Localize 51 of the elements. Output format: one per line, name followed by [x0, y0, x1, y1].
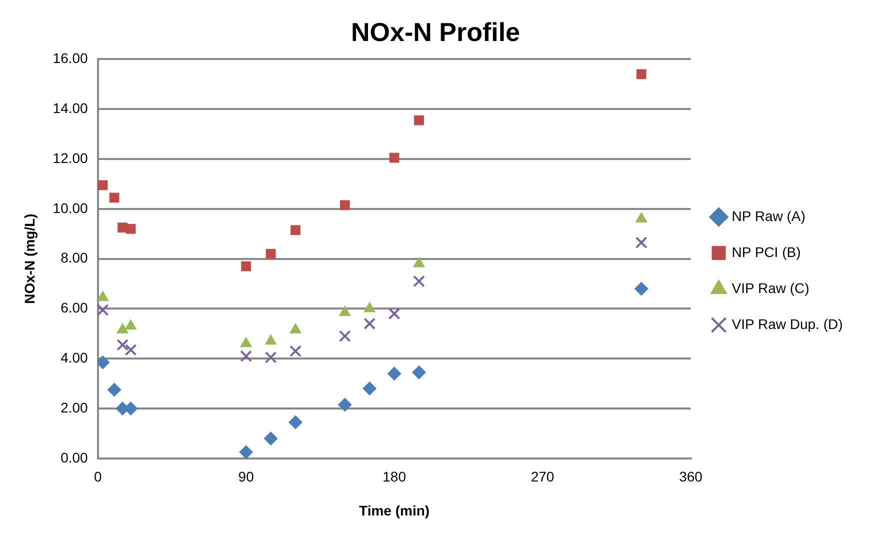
point — [362, 382, 377, 396]
y-tick-label: 2.00 — [60, 399, 88, 416]
x-axis-title: Time (min) — [359, 502, 430, 518]
point — [387, 366, 402, 381]
point — [636, 69, 646, 80]
point — [126, 224, 136, 234]
point — [98, 180, 108, 190]
point — [388, 308, 400, 320]
point — [290, 225, 300, 236]
legend-label: VIP Raw Dup. (D) — [732, 316, 843, 332]
point — [389, 152, 400, 163]
point — [264, 351, 277, 364]
x-tick-label: 180 — [382, 468, 406, 485]
point — [109, 192, 120, 203]
legend-label: NP PCI (B) — [732, 244, 801, 260]
point — [414, 115, 424, 126]
y-axis-title: NOx-N (mg/L) — [21, 214, 38, 304]
y-tick-label: 14.00 — [52, 100, 88, 116]
x-tick-label: 270 — [530, 468, 554, 485]
y-tick-label: 12.00 — [52, 150, 88, 166]
point — [338, 398, 352, 412]
y-tick-label: 0.00 — [60, 449, 88, 466]
point — [340, 200, 350, 210]
legend-label: VIP Raw (C) — [732, 280, 810, 296]
x-tick-label: 0 — [94, 468, 102, 485]
point — [116, 338, 128, 351]
point — [264, 431, 278, 446]
x-tick-label: 90 — [238, 468, 254, 485]
point — [266, 248, 276, 259]
point — [240, 350, 252, 362]
point — [634, 282, 648, 296]
point — [241, 261, 252, 272]
point — [124, 344, 137, 356]
point — [288, 415, 302, 430]
y-tick-label: 16.00 — [52, 50, 88, 66]
point — [98, 304, 109, 316]
chart-title: NOx-N Profile — [350, 16, 520, 47]
x-tick-label: 360 — [679, 468, 703, 485]
y-tick-label: 10.00 — [52, 200, 88, 216]
point — [107, 382, 122, 397]
point — [413, 275, 425, 288]
point — [290, 345, 302, 358]
point — [338, 330, 351, 342]
legend-label: NP Raw (A) — [732, 208, 806, 224]
y-tick-label: 6.00 — [60, 300, 88, 316]
y-tick-label: 8.00 — [60, 250, 88, 266]
point — [635, 236, 648, 249]
y-tick-label: 4.00 — [60, 349, 88, 366]
point — [239, 445, 254, 458]
point — [364, 318, 376, 330]
point — [412, 365, 426, 380]
